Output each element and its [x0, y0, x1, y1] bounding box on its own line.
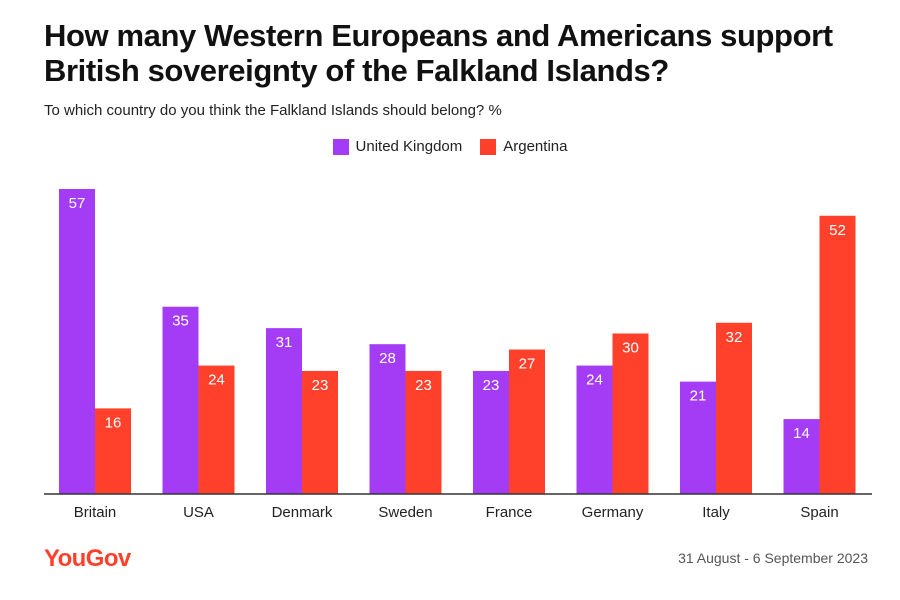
data-label-united-kingdom-sweden: 28	[379, 350, 396, 367]
category-label-usa: USA	[183, 504, 214, 521]
legend: United Kingdom Argentina	[0, 138, 900, 155]
legend-swatch-uk	[332, 138, 349, 155]
bar-united-kingdom-denmark	[266, 328, 302, 494]
bar-united-kingdom-britain	[59, 189, 95, 494]
fieldwork-dates: 31 August - 6 September 2023	[678, 550, 868, 566]
chart-title: How many Western Europeans and Americans…	[44, 18, 833, 88]
data-label-argentina-usa: 24	[208, 372, 225, 389]
legend-item-uk: United Kingdom	[332, 138, 463, 155]
category-label-sweden: Sweden	[378, 504, 432, 521]
bar-united-kingdom-germany	[576, 365, 613, 494]
yougov-logo: YouGov	[44, 545, 131, 572]
data-label-argentina-france: 27	[519, 356, 536, 373]
data-label-united-kingdom-usa: 35	[172, 313, 189, 330]
bar-united-kingdom-france	[473, 370, 509, 494]
legend-label-argentina: Argentina	[503, 138, 568, 155]
data-label-argentina-denmark: 23	[312, 377, 329, 394]
bar-argentina-spain	[819, 215, 856, 494]
legend-item-argentina: Argentina	[480, 138, 567, 155]
category-label-britain: Britain	[74, 504, 117, 521]
bar-argentina-italy	[716, 322, 752, 494]
data-label-united-kingdom-germany: 24	[586, 372, 603, 389]
data-label-united-kingdom-france: 23	[483, 377, 500, 394]
category-label-spain: Spain	[800, 504, 838, 521]
bar-united-kingdom-italy	[680, 381, 716, 494]
bar-argentina-britain	[95, 408, 131, 494]
data-label-argentina-germany: 30	[622, 339, 639, 356]
data-label-united-kingdom-spain: 14	[793, 425, 810, 442]
category-label-italy: Italy	[702, 504, 730, 521]
bar-united-kingdom-usa	[162, 306, 199, 494]
bar-argentina-sweden	[405, 370, 442, 494]
data-label-argentina-britain: 16	[105, 414, 122, 431]
data-label-argentina-spain: 52	[829, 222, 846, 239]
legend-swatch-argentina	[480, 138, 497, 155]
category-label-denmark: Denmark	[272, 504, 333, 521]
category-label-france: France	[486, 504, 533, 521]
data-label-united-kingdom-italy: 21	[690, 388, 707, 405]
data-label-argentina-italy: 32	[726, 329, 743, 346]
bar-argentina-usa	[198, 365, 235, 494]
bar-argentina-germany	[612, 333, 649, 494]
data-label-united-kingdom-denmark: 31	[276, 334, 293, 351]
data-label-united-kingdom-britain: 57	[69, 195, 86, 212]
bar-argentina-denmark	[302, 370, 338, 494]
bar-argentina-france	[509, 349, 545, 494]
chart-subtitle: To which country do you think the Falkla…	[44, 102, 502, 119]
legend-label-uk: United Kingdom	[355, 138, 463, 155]
bar-united-kingdom-spain	[783, 419, 820, 494]
category-label-germany: Germany	[582, 504, 644, 521]
bar-united-kingdom-sweden	[369, 344, 406, 494]
data-label-argentina-sweden: 23	[415, 377, 432, 394]
